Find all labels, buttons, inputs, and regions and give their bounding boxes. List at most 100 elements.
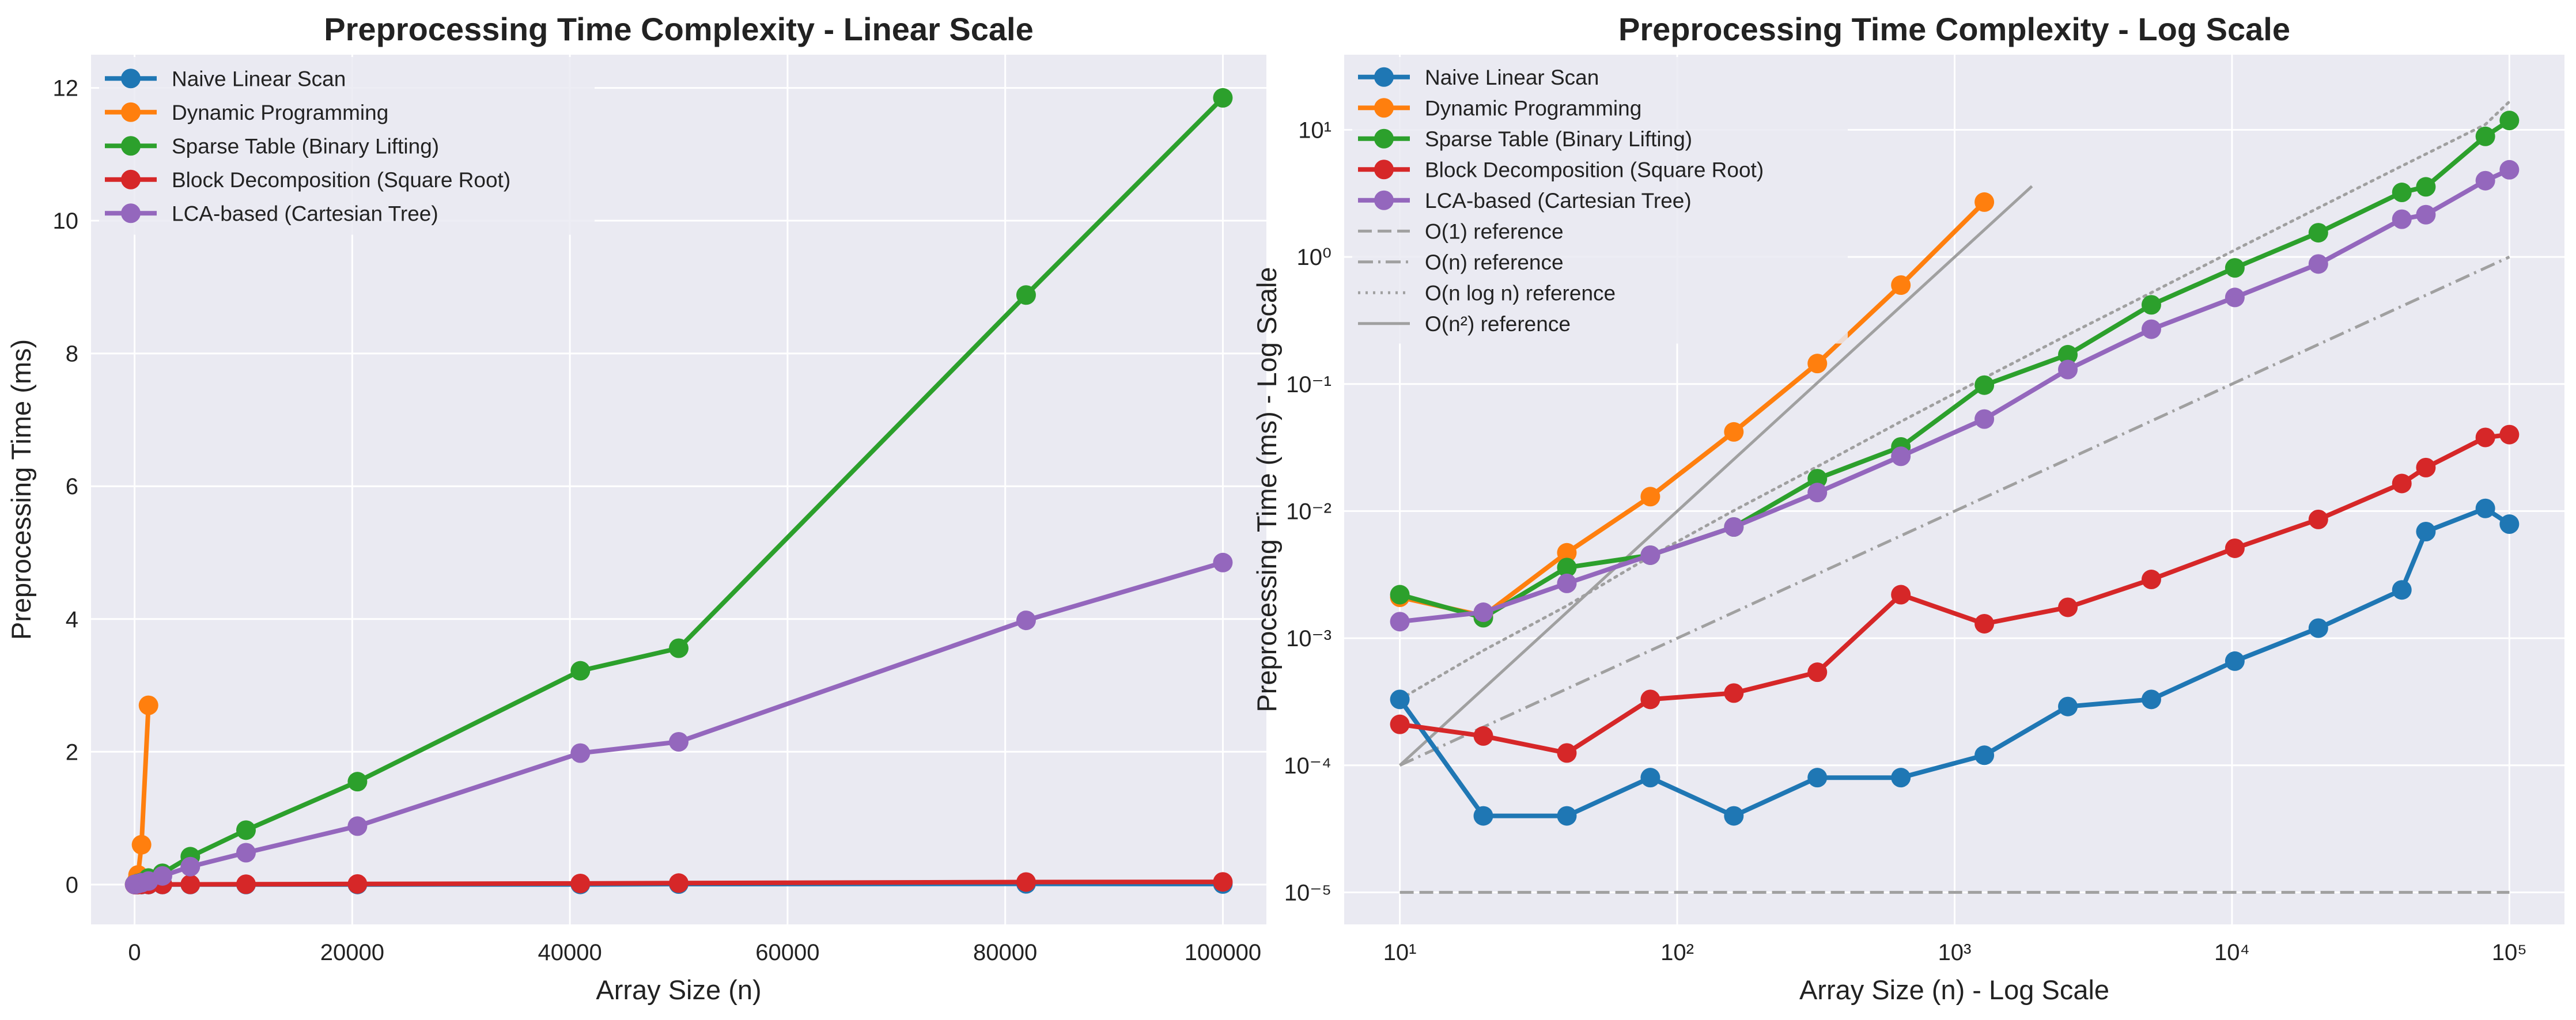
legend-marker <box>1374 190 1394 210</box>
data-point <box>1891 768 1911 788</box>
data-point <box>1807 469 1828 489</box>
legend-label: O(n log n) reference <box>1425 281 1616 305</box>
series-block-decomposition-square-root <box>1390 424 2520 763</box>
data-point <box>236 874 256 894</box>
series-line <box>1399 255 2510 767</box>
data-point <box>180 874 201 894</box>
legend-marker <box>121 136 141 156</box>
data-point <box>570 873 591 893</box>
legend-marker <box>121 169 141 189</box>
legend-item: Block Decomposition (Square Root) <box>105 168 510 192</box>
data-point <box>570 661 591 681</box>
series-o-n-reference <box>1399 255 2510 767</box>
legend-marker <box>1374 98 1394 118</box>
data-point <box>2392 183 2412 203</box>
y-tick-label: 10⁰ <box>1296 245 1331 270</box>
legend-item: Dynamic Programming <box>1358 96 1641 120</box>
legend-marker <box>1374 128 1394 149</box>
x-tick-label: 20000 <box>320 940 384 965</box>
x-tick-label: 10³ <box>1938 940 1972 965</box>
legend-item: O(n²) reference <box>1358 312 1571 336</box>
legend-marker <box>1374 67 1394 87</box>
legend-frame <box>99 57 595 235</box>
y-tick-label: 10¹ <box>1298 117 1331 143</box>
data-point <box>669 732 689 752</box>
data-point <box>1724 517 1744 537</box>
data-point <box>1213 552 1233 572</box>
legend-label: LCA-based (Cartesian Tree) <box>172 202 438 225</box>
legend-label: Naive Linear Scan <box>172 67 346 90</box>
legend: Naive Linear Scan Dynamic Programming Spar… <box>1352 57 1848 344</box>
x-tick-label: 10¹ <box>1383 940 1417 965</box>
x-tick-label: 0 <box>128 940 141 965</box>
data-point <box>1640 689 1660 710</box>
legend: Naive Linear Scan Dynamic Programming Spar… <box>99 57 595 235</box>
data-point <box>1807 768 1828 788</box>
data-point <box>2475 170 2495 191</box>
data-point <box>1974 613 1995 634</box>
y-tick-label: 6 <box>66 474 78 499</box>
data-point <box>570 743 591 763</box>
data-point <box>1891 446 1911 467</box>
data-point <box>1974 375 1995 395</box>
data-point <box>2058 359 2078 380</box>
data-point <box>180 856 201 877</box>
data-point <box>1891 585 1911 605</box>
y-tick-label: 0 <box>66 873 78 898</box>
legend-marker <box>1374 160 1394 180</box>
chart-panel-1: 0 20000 40000 60000 80000 100000 0 2 4 6 8 10 12 Prep… <box>6 11 1266 1005</box>
data-point <box>2141 570 2161 590</box>
data-point <box>2499 160 2520 180</box>
legend-item: O(n log n) reference <box>1358 281 1616 305</box>
y-tick-label: 10 <box>53 208 79 234</box>
data-point <box>1557 573 1577 593</box>
x-tick-label: 10⁵ <box>2492 940 2527 965</box>
legend-item: LCA-based (Cartesian Tree) <box>105 202 438 225</box>
data-point <box>1557 806 1577 826</box>
y-tick-label: 10⁻² <box>1286 499 1331 524</box>
data-point <box>1016 872 1036 892</box>
legend-item: Block Decomposition (Square Root) <box>1358 158 1764 181</box>
data-point <box>2058 696 2078 716</box>
data-point <box>347 772 368 792</box>
data-point <box>2416 457 2436 477</box>
data-point <box>1974 745 1995 765</box>
legend-item: Sparse Table (Binary Lifting) <box>1358 127 1692 151</box>
legend-label: O(n²) reference <box>1425 312 1571 336</box>
legend-label: O(1) reference <box>1425 219 1564 243</box>
data-point <box>347 816 368 836</box>
data-point <box>1016 285 1036 305</box>
data-point <box>2141 295 2161 315</box>
legend-item: Dynamic Programming <box>105 101 388 124</box>
y-tick-label: 4 <box>66 607 78 632</box>
legend-label: O(n) reference <box>1425 251 1564 274</box>
y-axis-label: Preprocessing Time (ms) - Log Scale <box>1251 267 1282 712</box>
data-point <box>152 866 172 886</box>
data-point <box>2058 597 2078 617</box>
legend-label: Sparse Table (Binary Lifting) <box>172 134 439 158</box>
data-point <box>2416 204 2436 225</box>
legend-label: Sparse Table (Binary Lifting) <box>1425 127 1692 151</box>
data-point <box>1724 806 1744 826</box>
data-point <box>1807 354 1828 374</box>
data-point <box>1640 768 1660 788</box>
legend-label: Block Decomposition (Square Root) <box>1425 158 1764 181</box>
y-tick-label: 2 <box>66 740 78 765</box>
data-point <box>2499 111 2520 131</box>
data-point <box>2308 223 2328 243</box>
data-point <box>669 638 689 658</box>
x-tick-label: 40000 <box>538 940 602 965</box>
x-axis-label: Array Size (n) <box>596 975 761 1005</box>
legend-label: LCA-based (Cartesian Tree) <box>1425 189 1692 213</box>
series-line <box>1399 118 2511 620</box>
legend-frame <box>1352 57 1848 344</box>
data-point <box>1213 88 1233 108</box>
data-point <box>2416 521 2436 541</box>
chart-panel-2: 10¹ 10² 10³ 10⁴ 10⁵ 10⁻⁵ 10⁻⁴ 10⁻³ 10⁻² 10⁻¹ 10⁰ 10… <box>1251 11 2564 1005</box>
legend-item: Naive Linear Scan <box>105 67 346 90</box>
y-tick-label: 10⁻¹ <box>1286 372 1331 397</box>
series-line <box>1399 432 2510 756</box>
data-point <box>1974 409 1995 429</box>
data-layer <box>124 88 1233 894</box>
